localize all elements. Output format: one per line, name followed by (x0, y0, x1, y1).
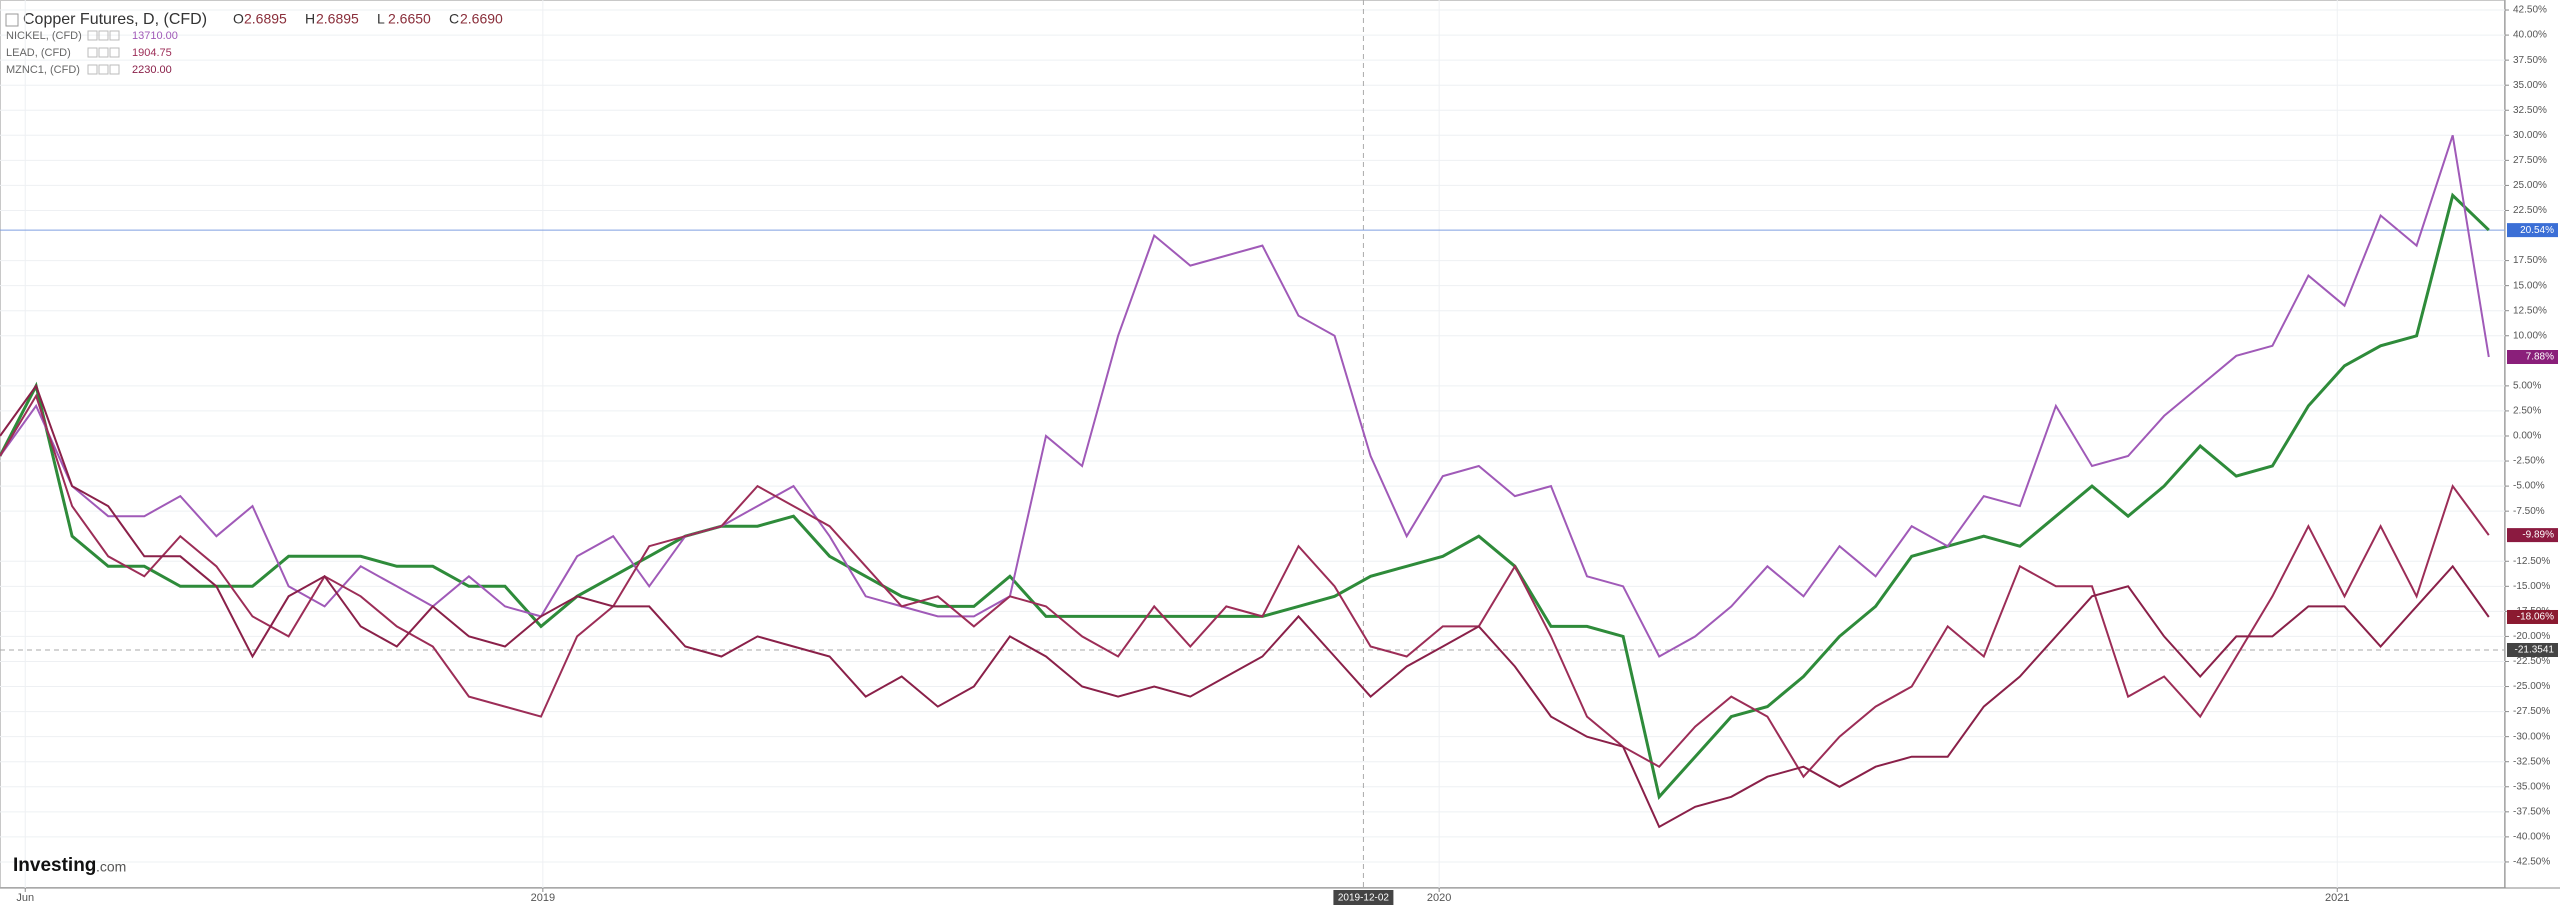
logo-main: Investing (13, 855, 96, 876)
last-value-badge (2507, 609, 2558, 624)
legend-button (109, 64, 120, 75)
y-tick-label: -32.50% (2513, 756, 2550, 767)
last-value-badge (2507, 223, 2558, 238)
y-tick-label: 2.50% (2513, 406, 2541, 417)
y-tick-label: 10.00% (2513, 330, 2547, 341)
y-tick-label: 37.50% (2513, 55, 2547, 66)
ohlc-value: 2.6690 (460, 11, 503, 27)
y-tick-label: -40.00% (2513, 832, 2550, 843)
ohlc-key: L (377, 11, 385, 27)
y-tick-label: 0.00% (2513, 431, 2541, 442)
last-value-label: -9.89% (2522, 530, 2554, 541)
ohlc-key: H (305, 11, 315, 27)
collapse-icon[interactable] (5, 13, 19, 27)
last-value-label: 7.88% (2526, 352, 2554, 363)
legend-price: 2230.00 (132, 64, 172, 76)
series-line (0, 192, 2490, 800)
y-tick-label: 15.00% (2513, 280, 2547, 291)
legend-button (87, 30, 98, 41)
last-value-label: 20.54% (2520, 225, 2554, 236)
last-value-badge (2507, 350, 2558, 365)
legend-price: 13710.00 (132, 30, 178, 42)
ohlc-value: 2.6895 (316, 11, 359, 27)
ohlc-key: O (233, 11, 244, 27)
crosshair-y-badge (2507, 643, 2558, 658)
logo-suffix: .com (96, 859, 126, 875)
series-line (0, 134, 2490, 658)
last-value-badge (2507, 528, 2558, 543)
series-line (0, 393, 2490, 779)
legend-price: 1904.75 (132, 47, 172, 59)
legend-button (87, 47, 98, 58)
y-tick-label: -7.50% (2513, 506, 2545, 517)
y-tick-label: 40.00% (2513, 30, 2547, 41)
ohlc-value: 2.6650 (388, 11, 431, 27)
ohlc-value: 2.6895 (244, 11, 287, 27)
y-tick-label: 25.00% (2513, 180, 2547, 191)
legend-name: MZNC1, (CFD) (6, 64, 80, 76)
x-tick-label: 2019 (531, 892, 555, 904)
y-tick-label: -20.00% (2513, 631, 2550, 642)
y-tick-label: 27.50% (2513, 155, 2547, 166)
y-tick-label: -30.00% (2513, 731, 2550, 742)
crosshair-x-badge (1333, 890, 1394, 905)
y-tick-label: 22.50% (2513, 205, 2547, 216)
y-tick-label: -15.00% (2513, 581, 2550, 592)
legend-button (98, 64, 109, 75)
logo: Investing .com (13, 855, 126, 876)
y-tick-label: 17.50% (2513, 255, 2547, 266)
legend-button (98, 30, 109, 41)
y-tick-label: 35.00% (2513, 80, 2547, 91)
x-tick-label: 2021 (2325, 892, 2349, 904)
chart-title: Copper Futures, D, (CFD) (23, 11, 207, 28)
y-tick-label: -37.50% (2513, 806, 2550, 817)
y-tick-label: 32.50% (2513, 105, 2547, 116)
legend-name: NICKEL, (CFD) (6, 30, 82, 42)
y-tick-label: 12.50% (2513, 305, 2547, 316)
legend-button (87, 64, 98, 75)
legend-button (109, 30, 120, 41)
y-tick-label: 5.00% (2513, 381, 2541, 392)
last-value-label: -18.06% (2517, 612, 2554, 623)
legend-button (98, 47, 109, 58)
y-tick-label: -22.50% (2513, 656, 2550, 667)
legend-button (109, 47, 120, 58)
y-tick-label: -35.00% (2513, 781, 2550, 792)
y-tick-label: -27.50% (2513, 706, 2550, 717)
y-tick-label: 30.00% (2513, 130, 2547, 141)
y-tick-label: -42.50% (2513, 857, 2550, 868)
crosshair-y-label: -21.3541 (2515, 645, 2555, 656)
x-tick-label: 2020 (1427, 892, 1451, 904)
legend-name: LEAD, (CFD) (6, 47, 71, 59)
y-tick-label: -5.00% (2513, 481, 2545, 492)
y-tick-label: -12.50% (2513, 556, 2550, 567)
y-tick-label: -25.00% (2513, 681, 2550, 692)
crosshair-x-label: 2019-12-02 (1338, 893, 1390, 904)
y-tick-label: -2.50% (2513, 456, 2545, 467)
y-tick-label: 42.50% (2513, 5, 2547, 16)
ohlc-key: C (449, 11, 459, 27)
series-line (0, 383, 2490, 829)
x-tick-label: Jun (16, 892, 34, 904)
